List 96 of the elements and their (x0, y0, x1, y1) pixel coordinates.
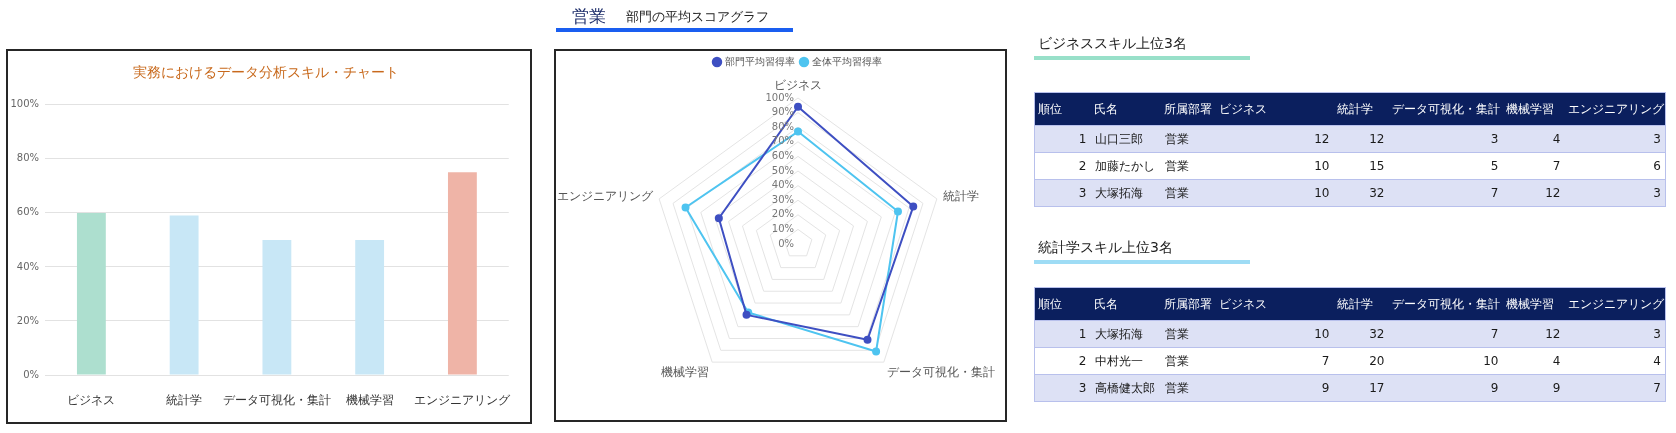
category-label: ビジネス (1218, 296, 1267, 311)
text: 4 (1653, 354, 1661, 368)
text: 10 (1483, 354, 1499, 368)
category-label: データ可視化・集計 (1391, 101, 1500, 116)
chart-subtitle: 部門の平均スコアグラフ (626, 9, 769, 25)
text: 2 (1078, 159, 1087, 173)
text: 2 (1078, 354, 1087, 368)
spoke-label: データ可視化・集計 (887, 365, 996, 380)
text: 3 (1653, 327, 1661, 341)
x-tick-label: 統計学 (166, 393, 203, 408)
text: 9 (1321, 381, 1330, 395)
spoke-label: ビジネス (774, 78, 822, 93)
y-tick-label: 0% (23, 368, 39, 380)
text: 7 (1490, 327, 1499, 341)
text: 10 (1314, 186, 1330, 200)
category-label: 所属部署 (1163, 296, 1212, 311)
text: 7 (1490, 186, 1499, 200)
text: 営業 (1164, 158, 1189, 173)
category-label: 機械学習 (1505, 101, 1554, 116)
category-label: 順位 (1038, 101, 1062, 116)
text: 営業 (1164, 185, 1189, 200)
y-tick-label: 0% (778, 237, 794, 249)
text: 4 (1552, 354, 1561, 368)
x-tick-label: ビジネス (67, 393, 116, 408)
chart-title: 営業 (572, 6, 606, 26)
category-label: 所属部署 (1163, 101, 1212, 116)
spoke-label: エンジニアリング (557, 189, 655, 204)
text: 7 (1653, 381, 1661, 395)
y-tick-label: 40% (16, 260, 39, 272)
y-tick-label: 30% (771, 193, 794, 205)
y-tick-label: 50% (771, 164, 794, 176)
x-tick-label: データ可視化・集計 (222, 393, 331, 408)
text: 高橋健太郎 (1094, 380, 1155, 395)
text: 3 (1490, 132, 1499, 146)
y-tick-label: 100% (765, 91, 794, 103)
category-label: 氏名 (1093, 296, 1118, 311)
text: 3 (1653, 186, 1661, 200)
text: 3 (1078, 381, 1087, 395)
text: 10 (1314, 159, 1330, 173)
spoke-label: 機械学習 (660, 365, 709, 380)
text: 32 (1369, 327, 1385, 341)
category-label: 統計学 (1336, 101, 1373, 116)
category-label: ビジネス (1218, 101, 1267, 116)
text: 大塚拓海 (1094, 185, 1143, 200)
spoke-label: 統計学 (942, 189, 979, 204)
category-label: 順位 (1038, 296, 1062, 311)
text: 山口三郎 (1094, 131, 1143, 146)
category-label: 統計学 (1336, 296, 1373, 311)
y-tick-label: 20% (771, 208, 794, 220)
text: 営業 (1164, 353, 1189, 368)
text: 9 (1490, 381, 1499, 395)
y-tick-label: 60% (16, 206, 39, 218)
text: 4 (1552, 132, 1561, 146)
y-tick-label: 10% (771, 222, 794, 234)
category-label: データ可視化・集計 (1391, 296, 1500, 311)
y-tick-label: 100% (10, 98, 39, 110)
text: 3 (1653, 132, 1661, 146)
text: 1 (1078, 132, 1087, 146)
category-label: 氏名 (1093, 101, 1118, 116)
text: 営業 (1164, 326, 1189, 341)
category-label: エンジニアリング (1567, 101, 1664, 116)
text: 10 (1314, 327, 1330, 341)
y-tick-label: 20% (16, 314, 39, 326)
text: 1 (1078, 327, 1087, 341)
text: ビジネススキル上位3名 (1038, 34, 1187, 52)
text: 5 (1490, 159, 1499, 173)
text: 12 (1545, 186, 1561, 200)
y-tick-label: 40% (771, 179, 794, 191)
y-tick-label: 90% (771, 106, 794, 118)
text: 12 (1314, 132, 1330, 146)
text: 3 (1078, 186, 1087, 200)
text: 12 (1369, 132, 1385, 146)
text: 20 (1369, 354, 1385, 368)
text: 12 (1545, 327, 1561, 341)
legend-label: 全体平均習得率 (812, 55, 882, 67)
text: 営業 (1164, 131, 1189, 146)
text: 統計学スキル上位3名 (1038, 238, 1173, 256)
y-tick-label: 80% (16, 152, 39, 164)
text: 9 (1552, 381, 1561, 395)
text: 6 (1653, 159, 1661, 173)
category-label: エンジニアリング (1567, 296, 1664, 311)
text: 大塚拓海 (1094, 326, 1143, 341)
chart-title: 実務におけるデータ分析スキル・チャート (133, 64, 399, 81)
text: 32 (1369, 186, 1385, 200)
legend-label: 部門平均習得率 (725, 55, 795, 67)
x-tick-label: 機械学習 (345, 393, 394, 408)
text: 加藤たかし (1094, 158, 1155, 173)
y-tick-label: 60% (771, 149, 794, 161)
text: 営業 (1164, 380, 1189, 395)
text: 15 (1369, 159, 1385, 173)
text: 7 (1552, 159, 1561, 173)
text: 17 (1369, 381, 1385, 395)
text: 中村光一 (1094, 353, 1143, 368)
category-label: 機械学習 (1505, 296, 1554, 311)
x-tick-label: エンジニアリング (414, 393, 512, 408)
text: 7 (1321, 354, 1330, 368)
